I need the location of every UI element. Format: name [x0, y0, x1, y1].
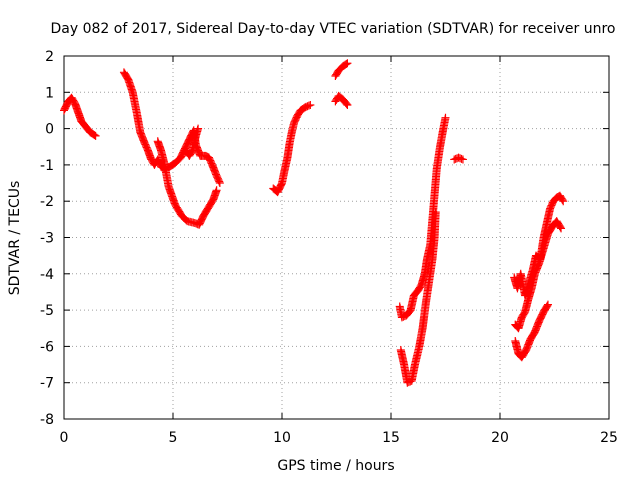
data-point-marker [543, 301, 552, 310]
data-point-marker [559, 197, 568, 206]
data-point-marker [342, 99, 351, 108]
y-tick-label: -3 [40, 231, 54, 247]
x-tick-label: 20 [491, 430, 509, 446]
y-tick-label: 2 [45, 49, 54, 65]
data-point-marker [543, 300, 552, 309]
y-tick-label: -4 [40, 267, 54, 283]
data-point-marker [458, 155, 467, 164]
y-tick-label: -7 [40, 376, 54, 392]
y-tick-label: -5 [40, 303, 54, 319]
data-point-marker [91, 131, 100, 140]
data-point-marker [194, 124, 203, 133]
data-point-marker [457, 154, 466, 163]
data-point-marker [212, 186, 221, 195]
data-point-marker [343, 59, 352, 68]
y-tick-label: -8 [40, 412, 54, 428]
x-tick-label: 10 [273, 430, 291, 446]
x-tick-label: 5 [169, 430, 178, 446]
x-axis-label: GPS time / hours [277, 458, 394, 474]
axis-ticks: 0 5 10 15 20 25 -8 -7 -6 -5 -4 -3 -2 -1 0 1 2 [40, 49, 618, 446]
y-tick-label: 1 [45, 85, 54, 101]
y-axis-label: SDTVAR / TECUs [7, 181, 23, 296]
data-point-marker [441, 113, 450, 122]
data-point-marker [556, 223, 565, 232]
x-tick-label: 25 [600, 430, 618, 446]
y-tick-label: 0 [45, 122, 54, 138]
data-point-marker [306, 101, 315, 110]
grid-lines [64, 56, 609, 419]
y-tick-label: -6 [40, 339, 54, 355]
x-tick-label: 0 [60, 430, 69, 446]
chart-title: Day 082 of 2017, Sidereal Day-to-day VTE… [51, 21, 616, 37]
y-tick-label: -2 [40, 194, 54, 210]
data-markers [60, 59, 568, 387]
x-tick-label: 15 [382, 430, 400, 446]
data-point-marker [557, 224, 566, 233]
data-point-marker [215, 177, 224, 186]
data-point-marker [343, 101, 352, 110]
data-point-marker [304, 101, 313, 110]
data-point-marker [558, 195, 567, 204]
y-tick-label: -1 [40, 158, 54, 174]
data-point-marker [342, 59, 351, 68]
data-point-marker [215, 179, 224, 188]
data-point-marker [90, 131, 99, 140]
data-point-marker [431, 208, 440, 217]
